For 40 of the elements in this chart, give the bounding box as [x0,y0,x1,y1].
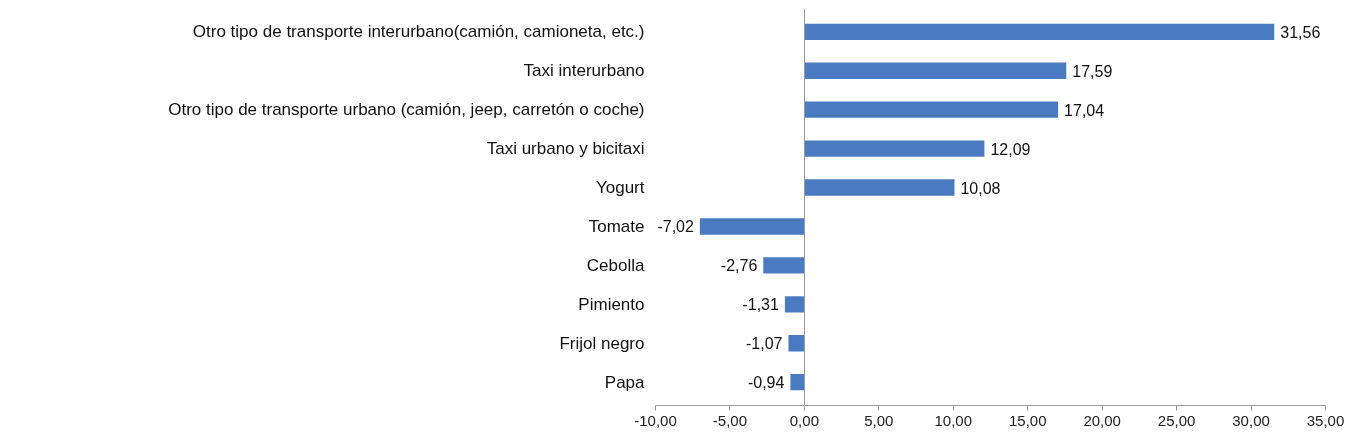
y-tick-label: Taxi interurbano [523,61,645,81]
bar [788,335,805,352]
x-tick-label: 20,00 [1083,411,1121,429]
y-tick-label: Papa [604,372,646,392]
bar [784,296,805,313]
bar [763,257,805,274]
bar [699,218,805,235]
data-label: 31,56 [1280,23,1321,41]
data-label: -1,07 [745,335,783,353]
data-label: -2,76 [720,257,758,275]
y-tick-label: Otro tipo de transporte interurbano(camión, camioneta, etc.) [192,22,645,42]
y-tick-label: Pimiento [578,294,645,314]
x-tick-label: 5,00 [864,411,894,429]
bar [804,23,1275,41]
bar [804,140,985,157]
y-tick-label: Tomate [588,216,645,236]
data-label: -1,31 [742,296,779,314]
data-label: 12,09 [990,140,1031,158]
data-label: -7,02 [657,218,694,236]
y-tick-label: Otro tipo de transporte urbano (camión, jeep, carretón o coche) [168,100,645,120]
bar [790,373,805,391]
data-label: 17,59 [1072,62,1113,80]
data-label: 17,04 [1064,101,1105,119]
y-tick-label: Cebolla [586,255,646,275]
data-label: 10,08 [960,179,1001,197]
bar [804,62,1067,79]
y-tick-label: Yogurt [595,178,645,198]
x-tick-label: 10,00 [934,411,973,429]
bar [804,101,1059,118]
x-tick-label: 30,00 [1232,411,1270,429]
x-tick-label: 0,00 [789,411,819,429]
y-tick-label: Frijol negro [559,333,645,353]
data-label: -0,94 [747,374,785,392]
x-tick-label: 35,00 [1306,411,1345,429]
x-tick-label: 15,00 [1008,411,1047,429]
bar [804,179,955,196]
x-tick-label: -10,00 [634,411,677,429]
x-tick-label: 25,00 [1157,411,1196,429]
x-tick-label: -5,00 [712,411,748,429]
y-tick-label: Taxi urbano y bicitaxi [486,139,645,159]
